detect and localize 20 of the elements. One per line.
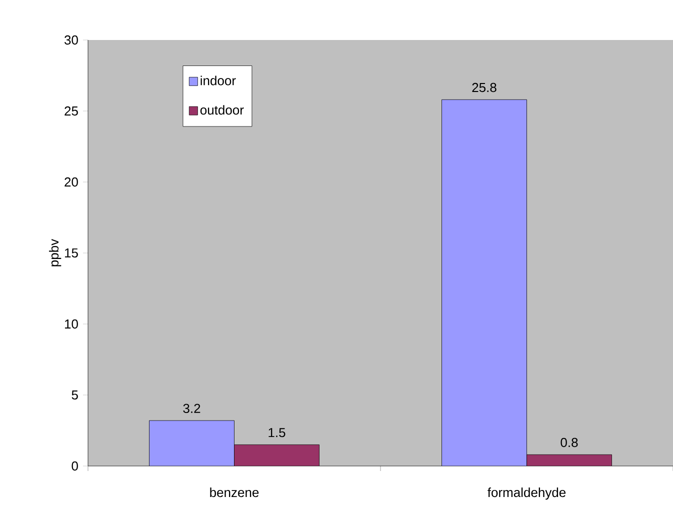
data-label: 0.8 — [560, 438, 578, 448]
x-tick-label: benzene — [210, 488, 259, 498]
y-axis-title: ppbv — [49, 238, 62, 266]
y-tick-label: 20 — [64, 177, 78, 187]
legend-label: indoor — [200, 76, 236, 86]
bar — [149, 420, 234, 466]
legend-label: outdoor — [200, 105, 244, 115]
y-tick-label: 15 — [64, 248, 78, 258]
y-tick-label: 5 — [72, 390, 78, 400]
x-tick-label: formaldehyde — [488, 488, 566, 500]
bar — [442, 99, 527, 466]
y-tick-label: 25 — [64, 106, 78, 116]
bar — [234, 444, 320, 466]
y-tick-label: 30 — [64, 35, 78, 45]
y-tick-label: 0 — [72, 461, 78, 471]
bar — [526, 454, 612, 466]
y-tick-label: 10 — [64, 319, 78, 329]
data-label: 3.2 — [183, 404, 200, 414]
data-label: 25.8 — [472, 82, 496, 92]
data-label: 1.5 — [268, 428, 286, 438]
